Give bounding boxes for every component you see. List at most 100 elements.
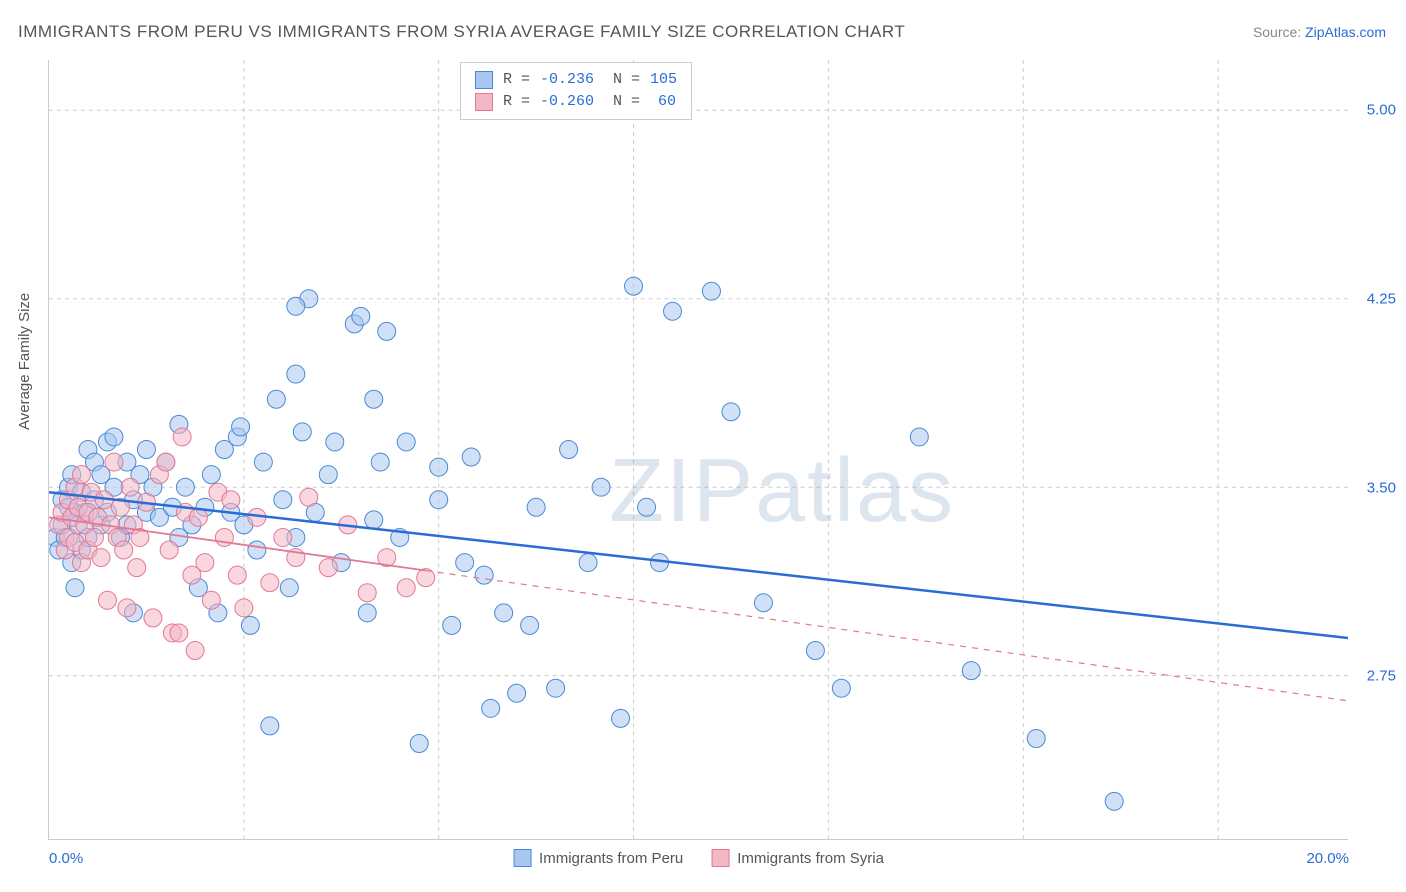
legend-item-syria: Immigrants from Syria <box>711 849 884 867</box>
data-point-peru <box>430 458 448 476</box>
data-point-peru <box>66 579 84 597</box>
data-point-peru <box>962 662 980 680</box>
data-point-peru <box>137 441 155 459</box>
data-point-syria <box>170 624 188 642</box>
data-point-peru <box>832 679 850 697</box>
data-point-peru <box>508 684 526 702</box>
data-point-peru <box>202 466 220 484</box>
source-label: Source: <box>1253 24 1301 40</box>
data-point-peru <box>267 390 285 408</box>
data-point-peru <box>1105 792 1123 810</box>
data-point-syria <box>300 488 318 506</box>
data-point-peru <box>287 297 305 315</box>
data-point-syria <box>121 478 139 496</box>
regression-line-dashed-syria <box>426 571 1348 701</box>
data-point-syria <box>261 574 279 592</box>
data-point-peru <box>410 735 428 753</box>
data-point-peru <box>547 679 565 697</box>
data-point-peru <box>495 604 513 622</box>
data-point-syria <box>92 549 110 567</box>
data-point-syria <box>128 559 146 577</box>
data-point-peru <box>326 433 344 451</box>
source-link[interactable]: ZipAtlas.com <box>1305 24 1386 40</box>
x-tick-label: 20.0% <box>1306 850 1349 867</box>
data-point-syria <box>222 491 240 509</box>
legend-swatch-peru <box>513 849 531 867</box>
data-point-peru <box>293 423 311 441</box>
legend-bottom: Immigrants from Peru Immigrants from Syr… <box>513 849 884 867</box>
data-point-peru <box>612 709 630 727</box>
data-point-peru <box>475 566 493 584</box>
data-point-syria <box>118 599 136 617</box>
data-point-peru <box>241 616 259 634</box>
data-point-peru <box>1027 729 1045 747</box>
data-point-peru <box>261 717 279 735</box>
data-point-syria <box>397 579 415 597</box>
data-point-peru <box>358 604 376 622</box>
x-tick-label: 0.0% <box>49 850 83 867</box>
data-point-peru <box>365 511 383 529</box>
y-tick-label: 4.25 <box>1367 291 1396 308</box>
data-point-peru <box>806 642 824 660</box>
data-point-peru <box>527 498 545 516</box>
data-point-peru <box>638 498 656 516</box>
legend-stats-row-syria: R = -0.260 N = 60 <box>475 91 677 113</box>
data-point-peru <box>462 448 480 466</box>
data-point-syria <box>202 591 220 609</box>
chart-title: IMMIGRANTS FROM PERU VS IMMIGRANTS FROM … <box>18 22 905 42</box>
data-point-syria <box>235 599 253 617</box>
legend-label-peru: Immigrants from Peru <box>539 850 683 867</box>
legend-item-peru: Immigrants from Peru <box>513 849 683 867</box>
data-point-peru <box>592 478 610 496</box>
data-point-peru <box>378 322 396 340</box>
data-point-syria <box>319 559 337 577</box>
data-point-syria <box>196 554 214 572</box>
data-point-peru <box>176 478 194 496</box>
data-point-peru <box>274 491 292 509</box>
data-point-peru <box>232 418 250 436</box>
data-point-peru <box>722 403 740 421</box>
legend-label-syria: Immigrants from Syria <box>737 850 884 867</box>
data-point-peru <box>456 554 474 572</box>
syria-n-value: 60 <box>650 91 676 113</box>
data-point-syria <box>186 642 204 660</box>
chart-area: 2.753.504.255.00 0.0%20.0% Immigrants fr… <box>48 60 1348 840</box>
data-point-peru <box>560 441 578 459</box>
legend-swatch-peru-icon <box>475 71 493 89</box>
data-point-syria <box>85 528 103 546</box>
data-point-syria <box>228 566 246 584</box>
data-point-peru <box>664 302 682 320</box>
data-point-syria <box>358 584 376 602</box>
data-point-peru <box>248 541 266 559</box>
data-point-peru <box>443 616 461 634</box>
source-attribution: Source: ZipAtlas.com <box>1253 24 1386 40</box>
y-tick-label: 2.75 <box>1367 668 1396 685</box>
legend-stats-row-peru: R = -0.236 N = 105 <box>475 69 677 91</box>
data-point-syria <box>160 541 178 559</box>
data-point-peru <box>254 453 272 471</box>
data-point-peru <box>319 466 337 484</box>
data-point-peru <box>521 616 539 634</box>
syria-r-value: -0.260 <box>540 91 594 113</box>
data-point-syria <box>274 528 292 546</box>
data-point-syria <box>115 541 133 559</box>
data-point-syria <box>173 428 191 446</box>
y-tick-label: 3.50 <box>1367 479 1396 496</box>
data-point-syria <box>98 591 116 609</box>
y-tick-label: 5.00 <box>1367 102 1396 119</box>
data-point-peru <box>702 282 720 300</box>
data-point-syria <box>105 453 123 471</box>
data-point-peru <box>910 428 928 446</box>
peru-n-value: 105 <box>650 69 677 91</box>
data-point-peru <box>430 491 448 509</box>
data-point-peru <box>280 579 298 597</box>
legend-stats: R = -0.236 N = 105 R = -0.260 N = 60 <box>460 62 692 120</box>
data-point-peru <box>482 699 500 717</box>
data-point-peru <box>352 307 370 325</box>
data-point-peru <box>105 428 123 446</box>
scatter-plot <box>49 60 1348 839</box>
y-axis-title: Average Family Size <box>16 293 33 430</box>
data-point-peru <box>365 390 383 408</box>
data-point-syria <box>417 569 435 587</box>
data-point-peru <box>625 277 643 295</box>
